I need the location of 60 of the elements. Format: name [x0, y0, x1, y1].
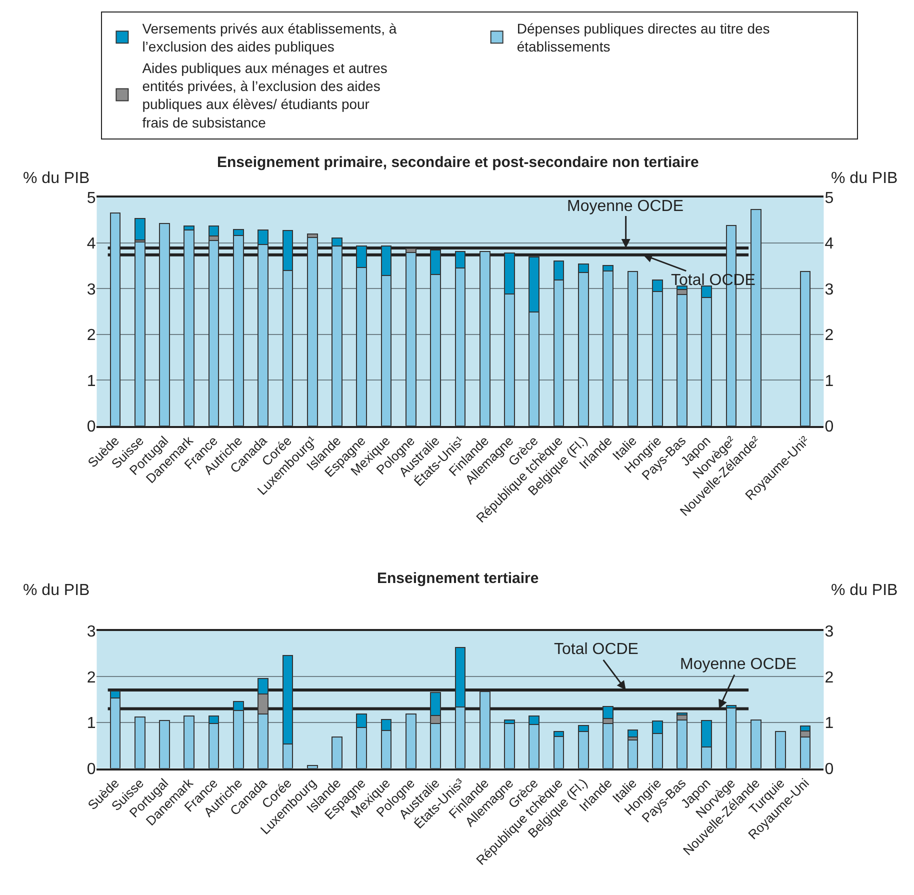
y2-tick-label: 2 [824, 669, 834, 686]
y2-tick-label: 0 [824, 760, 834, 778]
y-tick-label: 3 [86, 624, 96, 641]
ref-line-label: Moyenne OCDE [680, 656, 796, 673]
y-axis-title: % du PIB [23, 170, 90, 187]
bar [627, 729, 638, 738]
chart-title: Enseignement primaire, secondaire et post-secondaire non tertiaire [217, 154, 699, 171]
bar [184, 229, 195, 426]
bar [726, 707, 737, 768]
bar [775, 731, 786, 768]
bar [306, 237, 318, 426]
bar [406, 714, 416, 768]
y2-axis-title: % du PIB [831, 582, 898, 599]
bar [406, 252, 416, 426]
bar [208, 240, 220, 426]
bar [134, 218, 146, 240]
bar [627, 270, 638, 426]
y2-tick-label: 3 [824, 624, 834, 641]
bar [627, 739, 638, 768]
bar [800, 270, 811, 426]
y-tick-label: 4 [86, 236, 96, 253]
y2-tick-label: 4 [824, 236, 834, 253]
y-tick-label: 1 [86, 715, 96, 732]
bar [504, 722, 515, 768]
y2-tick-label: 1 [824, 372, 834, 390]
legend-label: Dépenses publiques directes au titre des établissements [516, 20, 770, 55]
y2-tick-label: 3 [824, 281, 834, 298]
y-tick-label: 0 [86, 418, 96, 436]
bar [110, 212, 121, 426]
y2-tick-label: 1 [824, 715, 834, 732]
y2-tick-label: 5 [824, 190, 834, 207]
bar [208, 226, 220, 237]
y2-tick-label: 2 [824, 327, 834, 344]
bar [159, 720, 170, 768]
bar [750, 720, 762, 768]
y-tick-label: 1 [86, 372, 96, 390]
y-tick-label: 2 [86, 327, 96, 344]
legend-label: Aides publiques aux ménages et autres entités privées, à l’exclusion des aides publiques aux élèves/ étudiants pour frais de subsistance [142, 60, 388, 130]
y-tick-label: 3 [86, 281, 96, 298]
bar [159, 222, 170, 426]
ref-line-label: Moyenne OCDE [567, 198, 684, 215]
chart-title: Enseignement tertiaire [377, 570, 539, 587]
bar [134, 716, 146, 768]
y2-tick-label: 0 [824, 418, 834, 436]
y-tick-label: 2 [86, 669, 96, 686]
y-tick-label: 0 [86, 760, 96, 778]
y-axis-title: % du PIB [23, 582, 90, 599]
bar [332, 736, 342, 768]
bar [184, 716, 195, 768]
bar [479, 251, 490, 426]
ref-line-label: Total OCDE [554, 641, 638, 658]
bar [134, 242, 146, 426]
y-tick-label: 5 [86, 190, 96, 207]
bar [602, 722, 614, 768]
bar [676, 294, 688, 426]
y2-axis-title: % du PIB [831, 170, 898, 187]
bar [306, 765, 318, 768]
bar [479, 690, 490, 768]
bar [676, 720, 688, 768]
legend-label: Versements privés aux établissements, à l’exclusion des aides publiques [142, 20, 397, 55]
